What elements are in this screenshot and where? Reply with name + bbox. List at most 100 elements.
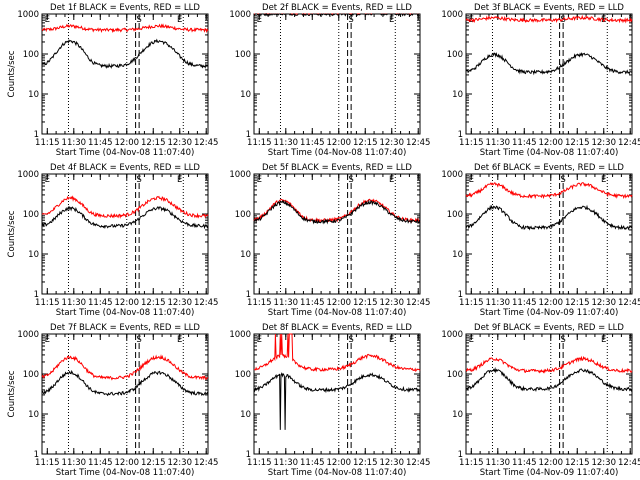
y-tick-label: 10: [452, 90, 463, 100]
x-tick-label: 11:30: [62, 138, 87, 148]
y-tick-label: 1: [246, 290, 251, 300]
event-marker-label: E: [257, 335, 262, 345]
x-tick-label: 12:00: [539, 138, 564, 148]
x-tick-label: 12:45: [194, 138, 219, 148]
chart-panel-9: Det 9f BLACK = Events, RED = LLD 1 10 100 10…: [441, 323, 640, 478]
event-marker-label: E: [469, 335, 474, 345]
x-tick-label: 12:30: [591, 298, 616, 308]
y-tick-label: 1: [34, 450, 39, 460]
x-tick-label: 12:15: [565, 458, 590, 468]
y-tick-label: 1000: [229, 10, 251, 20]
chart-title: Det 6f BLACK = Events, RED = LLD: [474, 163, 624, 173]
y-tick-label: 100: [235, 50, 251, 60]
events-series-line: [465, 51, 633, 76]
event-marker-label: E: [601, 175, 606, 185]
x-tick-label: 11:30: [274, 298, 299, 308]
lld-series-line: [465, 14, 633, 24]
y-tick-label: 100: [447, 50, 463, 60]
chart-panel-8: Det 8f BLACK = Events, RED = LLD 1 10 100 10…: [229, 323, 430, 478]
event-marker-label: E: [45, 15, 50, 25]
event-marker-label: S: [348, 15, 353, 25]
x-tick-label: 11:30: [486, 458, 511, 468]
x-tick-label: 12:30: [379, 138, 404, 148]
x-tick-label: 11:45: [300, 458, 325, 468]
plot-frame: [41, 173, 209, 295]
x-axis-label: Start Time (04-Nov-08 11:07:40): [268, 308, 407, 318]
y-tick-label: 100: [235, 210, 251, 220]
y-tick-label: 100: [235, 370, 251, 380]
event-marker-label: E: [257, 15, 262, 25]
x-tick-label: 12:30: [167, 458, 192, 468]
x-tick-label: 12:15: [565, 138, 590, 148]
chart-panel-4: Det 4f BLACK = Events, RED = LLD 1 10 100 10…: [7, 163, 218, 318]
lld-series-line: [253, 333, 421, 373]
x-tick-label: 12:45: [406, 298, 431, 308]
events-series-line: [253, 12, 421, 17]
chart-title: Det 9f BLACK = Events, RED = LLD: [474, 323, 624, 333]
x-tick-label: 11:45: [512, 458, 537, 468]
plot-frame: [465, 13, 633, 135]
x-axis-label: Start Time (04-Nov-08 11:07:40): [268, 148, 407, 158]
x-tick-label: 12:15: [141, 298, 166, 308]
y-tick-label: 10: [28, 250, 39, 260]
x-tick-label: 11:15: [459, 138, 484, 148]
events-series-line: [42, 38, 208, 69]
lld-series-line: [41, 23, 209, 34]
event-marker-label: E: [177, 15, 182, 25]
x-axis-label: Start Time (04-Nov-09 11:07:40): [480, 468, 619, 478]
event-marker-label: E: [469, 175, 474, 185]
y-tick-label: 1000: [17, 170, 39, 180]
x-tick-label: 11:45: [88, 458, 113, 468]
x-tick-label: 12:00: [115, 138, 140, 148]
events-series-line: [465, 204, 633, 231]
x-tick-label: 12:30: [591, 458, 616, 468]
event-marker-label: S: [136, 175, 141, 185]
y-tick-label: 1000: [441, 170, 463, 180]
y-tick-label: 1000: [441, 330, 463, 340]
lld-series-line: [41, 195, 209, 219]
x-axis-label: Start Time (04-Nov-08 11:07:40): [56, 308, 195, 318]
y-tick-label: 1000: [229, 170, 251, 180]
y-tick-label: 1000: [17, 10, 39, 20]
event-marker-label: S: [348, 175, 353, 185]
y-axis-label: Counts/sec: [7, 370, 17, 417]
x-tick-label: 12:45: [618, 138, 640, 148]
events-series-line: [465, 366, 633, 393]
y-tick-label: 1: [246, 450, 251, 460]
x-tick-label: 11:30: [62, 458, 87, 468]
x-tick-label: 12:00: [115, 458, 140, 468]
event-marker-label: S: [560, 175, 565, 185]
plot-frame: [41, 13, 209, 135]
y-tick-label: 100: [23, 50, 39, 60]
x-tick-label: 11:30: [486, 138, 511, 148]
x-tick-label: 11:30: [274, 138, 299, 148]
y-tick-label: 1: [458, 130, 463, 140]
x-tick-label: 11:15: [35, 138, 60, 148]
event-marker-label: E: [177, 335, 182, 345]
event-marker-label: S: [136, 15, 141, 25]
x-tick-label: 11:15: [35, 298, 60, 308]
events-series-line: [253, 199, 421, 225]
event-marker-label: E: [601, 15, 606, 25]
event-marker-label: E: [45, 175, 50, 185]
x-tick-label: 11:45: [512, 138, 537, 148]
event-marker-label: E: [389, 335, 394, 345]
y-tick-label: 10: [240, 410, 251, 420]
y-tick-label: 100: [23, 210, 39, 220]
y-axis-label: Counts/sec: [7, 210, 17, 257]
y-tick-label: 1: [34, 130, 39, 140]
y-tick-label: 10: [452, 410, 463, 420]
chart-title: Det 3f BLACK = Events, RED = LLD: [474, 3, 624, 13]
chart-panel-2: Det 2f BLACK = Events, RED = LLD 1 10 100 10…: [229, 3, 430, 158]
x-tick-label: 12:30: [167, 138, 192, 148]
y-tick-label: 10: [28, 410, 39, 420]
x-tick-label: 12:45: [194, 458, 219, 468]
x-tick-label: 12:00: [539, 298, 564, 308]
x-axis-label: Start Time (04-Nov-08 11:07:40): [268, 468, 407, 478]
chart-panel-3: Det 3f BLACK = Events, RED = LLD 1 10 100 10…: [441, 3, 640, 158]
x-axis-label: Start Time (04-Nov-08 11:07:40): [56, 468, 195, 478]
chart-title: Det 1f BLACK = Events, RED = LLD: [50, 3, 200, 13]
y-tick-label: 10: [28, 90, 39, 100]
x-tick-label: 11:45: [88, 138, 113, 148]
y-tick-label: 10: [240, 90, 251, 100]
